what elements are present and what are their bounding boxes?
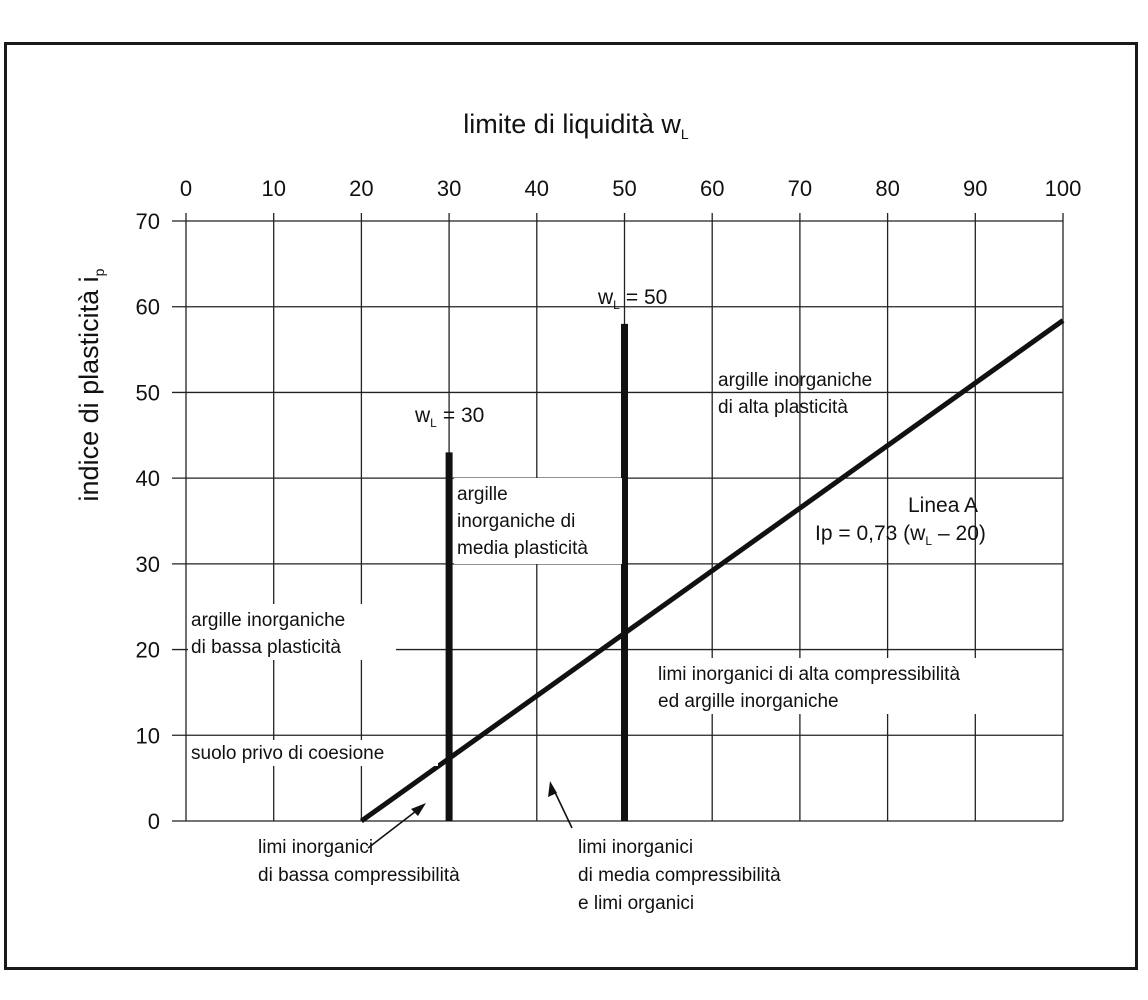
zone-media-compressibilita: limi inorganici di media compressibilità e… xyxy=(578,837,781,914)
linea-a-line xyxy=(359,318,1065,824)
series xyxy=(359,318,1065,824)
y-tick-label: 60 xyxy=(136,295,160,320)
y-tick-label: 20 xyxy=(136,638,160,663)
y-tick-label: 70 xyxy=(136,209,160,234)
zone-bassa-compressibilita: limi inorganici di bassa compressibilità xyxy=(258,837,460,886)
x-tick-label: 80 xyxy=(875,176,899,201)
label-linea-a: Linea A xyxy=(908,494,978,517)
figure-frame xyxy=(4,42,1138,970)
zone-bassa-bg xyxy=(188,604,396,660)
label-wl50: wL = 50 xyxy=(597,286,667,312)
y-tick-label: 0 xyxy=(148,809,160,834)
arrow-bassa-compressibilita xyxy=(367,807,421,849)
x-tick-label: 100 xyxy=(1045,176,1082,201)
x-tick-label: 70 xyxy=(788,176,812,201)
label-wl30: wL = 30 xyxy=(414,404,484,430)
y-tick-label: 50 xyxy=(136,380,160,405)
zone-media-bg xyxy=(454,478,622,564)
x-tick-label: 10 xyxy=(261,176,285,201)
x-tick-label: 50 xyxy=(612,176,636,201)
x-tick-label: 90 xyxy=(963,176,987,201)
x-tick-label: 40 xyxy=(525,176,549,201)
arrow-media-compressibilita xyxy=(552,787,573,829)
x-tick-label: 30 xyxy=(437,176,461,201)
zone-alta-comp-bg xyxy=(655,658,1050,714)
zone-alta-plasticita: argille inorganiche di alta plasticità xyxy=(718,370,872,418)
zone-privo-coesione: suolo privo di coesione xyxy=(191,743,384,764)
arrow-head-media xyxy=(548,781,557,797)
y-tick-label: 40 xyxy=(136,466,160,491)
zone-coesione-bg xyxy=(188,740,438,766)
label-equation: Ip = 0,73 (wL – 20) xyxy=(815,522,986,548)
zone-bassa-plasticita: argille inorganiche di bassa plasticità xyxy=(191,610,345,658)
x-tick-label: 0 xyxy=(180,176,192,201)
x-tick-label: 60 xyxy=(700,176,724,201)
zone-media-plasticita: argille inorganiche di media plasticità xyxy=(457,484,588,559)
zone-alta-compressibilita: limi inorganici di alta compressibilità e… xyxy=(658,664,960,712)
y-tick-label: 10 xyxy=(136,723,160,748)
y-axis-label: indice di plasticità ip xyxy=(74,268,107,501)
arrow-head-bassa xyxy=(411,803,426,816)
tick-labels: 0 10 20 30 40 50 60 70 80 90 100 0 10 20 30 40 50 60 70 xyxy=(136,176,1082,834)
x-tick-label: 20 xyxy=(349,176,373,201)
chart-title: limite di liquidità wL xyxy=(463,109,689,142)
y-tick-label: 30 xyxy=(136,552,160,577)
